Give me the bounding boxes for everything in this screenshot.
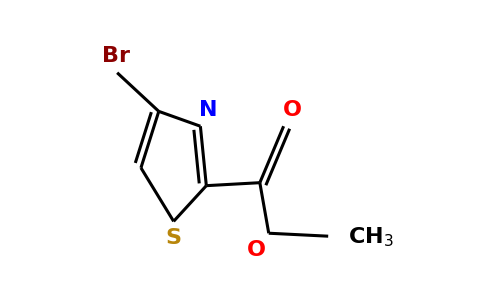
Text: Br: Br (102, 46, 130, 66)
Text: CH$_3$: CH$_3$ (348, 226, 393, 250)
Text: N: N (198, 100, 217, 120)
Text: O: O (283, 100, 302, 120)
Text: O: O (247, 240, 266, 260)
Text: S: S (166, 228, 182, 248)
